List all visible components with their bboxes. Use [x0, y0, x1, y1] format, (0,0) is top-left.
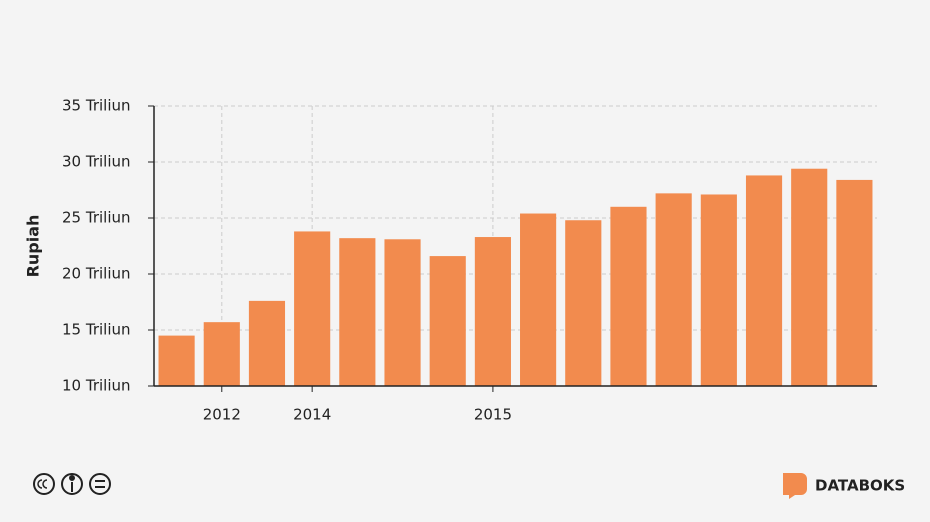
y-tick-label: 30 Triliun [62, 153, 131, 171]
bar [158, 335, 195, 386]
bar [248, 300, 286, 386]
license-icons [33, 473, 111, 495]
y-tick-label: 35 Triliun [62, 97, 131, 115]
x-tick-label: 2012 [203, 406, 241, 424]
y-tick-label: 25 Triliun [62, 209, 131, 227]
bar [700, 194, 737, 386]
y-axis-title: Rupiah [24, 215, 43, 278]
bar [384, 239, 421, 386]
bar [203, 322, 240, 386]
bar [655, 193, 692, 386]
y-tick-label: 10 Triliun [62, 377, 131, 395]
bar [745, 175, 783, 386]
y-tick-label: 15 Triliun [62, 321, 131, 339]
bar [474, 237, 511, 386]
y-tick-label: 20 Triliun [62, 265, 131, 283]
bar [610, 206, 647, 386]
brand-logo [783, 473, 807, 499]
bar [429, 256, 466, 386]
bar [339, 238, 376, 386]
x-tick-label: 2015 [474, 406, 512, 424]
bar [836, 179, 873, 386]
bar [791, 168, 828, 386]
bar [565, 220, 602, 386]
x-tick-label: 2014 [293, 406, 331, 424]
bar [294, 231, 331, 386]
bar [520, 213, 557, 386]
brand-name: DATABOKS [815, 477, 905, 495]
